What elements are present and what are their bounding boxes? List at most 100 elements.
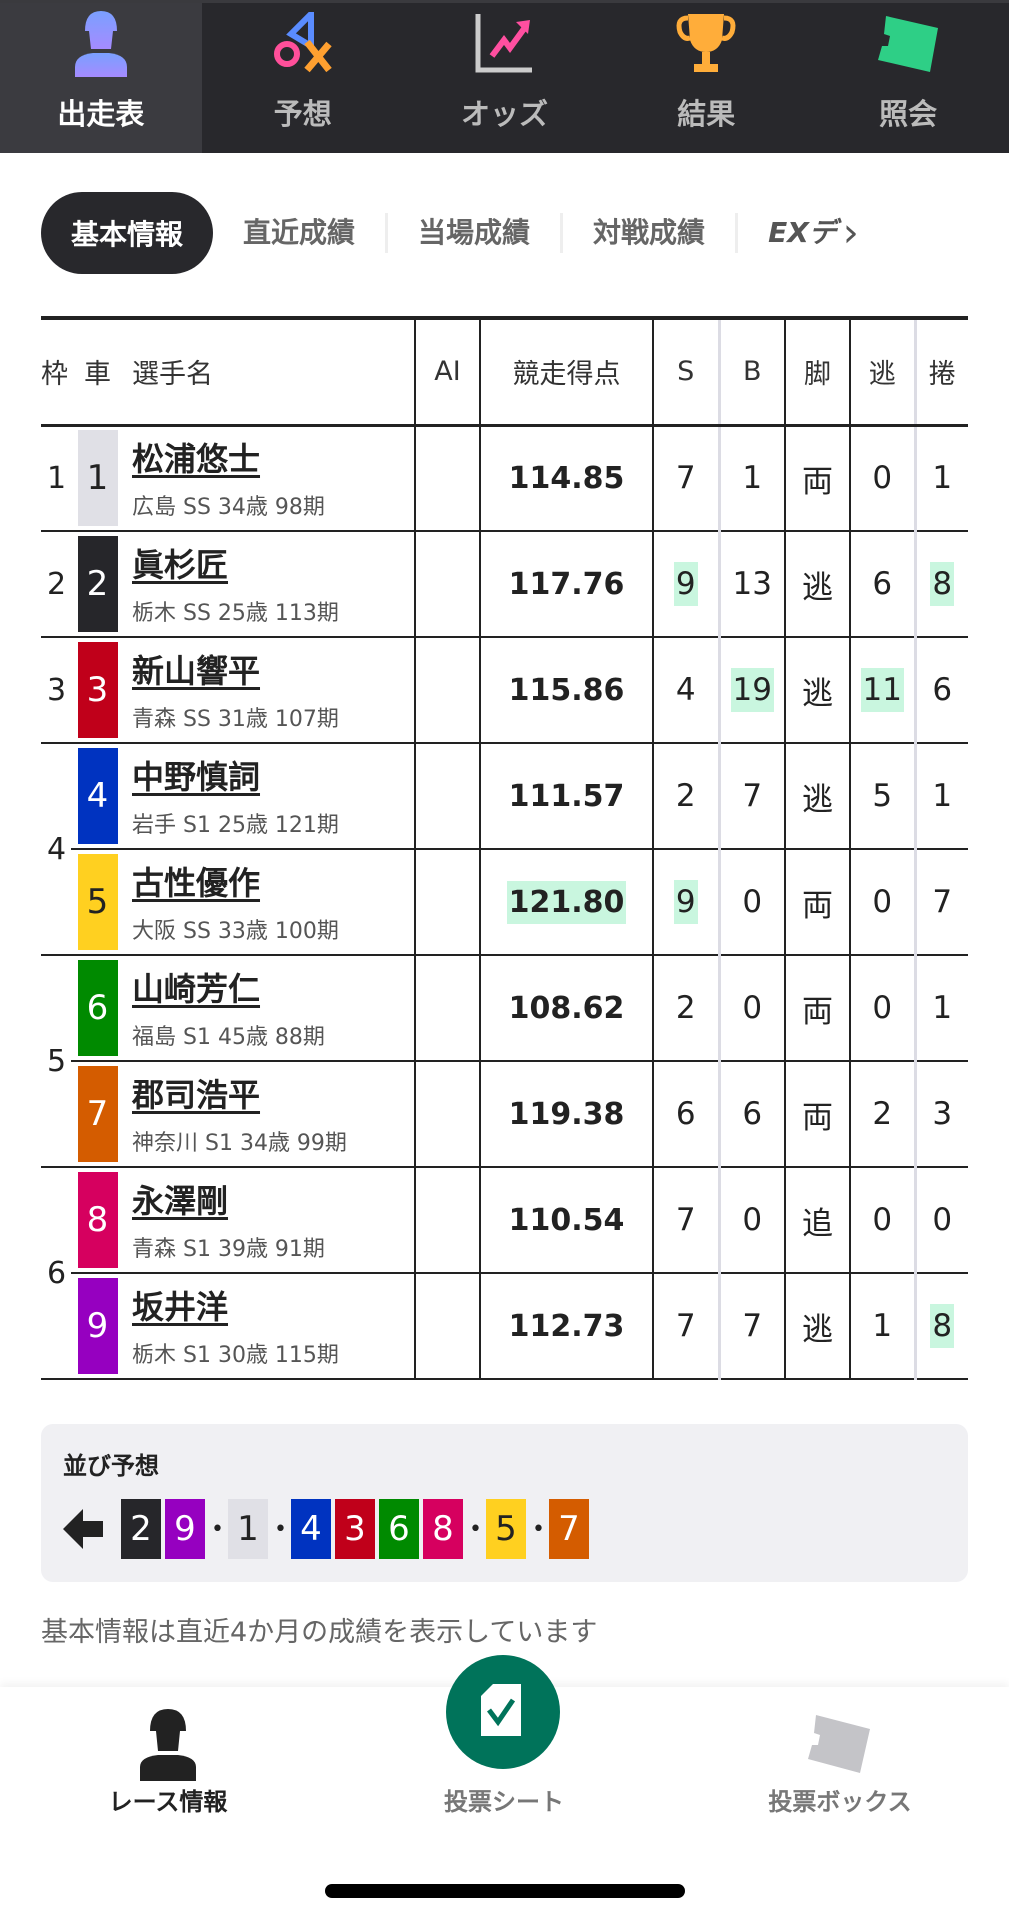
nige-cell: 5 <box>849 743 915 850</box>
header-b: B <box>717 318 785 427</box>
top-tab-1[interactable]: 予想 <box>202 3 404 153</box>
leg-value: 両 <box>802 463 833 500</box>
ai-cell <box>414 1167 480 1274</box>
nav-bet-box[interactable]: 投票ボックス <box>690 1687 990 1817</box>
rider-cell[interactable]: 松浦悠士広島 SS 34歳 98期 <box>124 425 415 532</box>
rider-name[interactable]: 山崎芳仁 <box>132 970 261 1008</box>
b-cell: 1 <box>717 425 785 532</box>
table-row[interactable]: 9 坂井洋 栃木 S1 30歳 115期 112.73 7 7 逃 1 8 <box>41 1273 968 1380</box>
b-value: 6 <box>742 1096 763 1132</box>
line-separator: • <box>211 1516 224 1542</box>
ticket-icon <box>876 9 940 79</box>
car-number-cell: 4 <box>71 743 124 850</box>
nige-cell: 0 <box>849 955 915 1062</box>
frame-number: 3 <box>41 637 71 744</box>
rider-name[interactable]: 古性優作 <box>132 864 261 902</box>
header-nige: 逃 <box>849 318 915 427</box>
rider-info: 岩手 S1 25歳 121期 <box>132 813 339 838</box>
score-cell: 111.57 <box>479 743 653 850</box>
leg-cell: 両 <box>784 955 850 1062</box>
rider-name[interactable]: 永澤剛 <box>132 1182 229 1220</box>
rider-name[interactable]: 郡司浩平 <box>132 1076 261 1114</box>
table-row[interactable]: 2 2 眞杉匠 栃木 SS 25歳 113期 117.76 9 13 逃 6 8 <box>41 531 968 638</box>
nige-value: 0 <box>872 884 893 920</box>
b-cell: 7 <box>717 743 785 850</box>
rider-cell[interactable]: 中野慎詞岩手 S1 25歳 121期 <box>124 743 415 850</box>
table-row[interactable]: 5 古性優作 大阪 SS 33歳 100期 121.80 9 0 両 0 7 <box>41 849 968 956</box>
ai-cell <box>414 531 480 638</box>
leg-value: 逃 <box>802 1311 833 1348</box>
nav-race-info[interactable]: レース情報 <box>18 1687 318 1817</box>
makuri-cell: 1 <box>913 743 968 850</box>
rider-info: 栃木 S1 30歳 115期 <box>132 1343 339 1368</box>
b-value: 7 <box>742 778 763 814</box>
chevron-right-icon[interactable]: › <box>842 210 859 256</box>
rider-cell[interactable]: 永澤剛青森 S1 39歳 91期 <box>124 1167 415 1274</box>
top-tab-label: 結果 <box>677 97 736 131</box>
table-row[interactable]: 4 4 中野慎詞 岩手 S1 25歳 121期 111.57 2 7 逃 5 1 <box>41 743 968 956</box>
tab-head-to-head[interactable]: 対戦成績 <box>563 213 739 253</box>
home-indicator[interactable] <box>325 1884 685 1898</box>
leg-value: 両 <box>802 887 833 924</box>
rider-info: 青森 S1 39歳 91期 <box>132 1237 325 1262</box>
score-cell: 112.73 <box>479 1273 653 1380</box>
frame-number: 1 <box>41 425 71 532</box>
top-tab-label: オッズ <box>460 97 548 131</box>
ai-cell <box>414 743 480 850</box>
rider-name[interactable]: 松浦悠士 <box>132 440 261 479</box>
line-car-box: 7 <box>548 1499 589 1559</box>
leg-cell: 逃 <box>784 743 850 850</box>
s-cell: 2 <box>652 955 719 1062</box>
rider-cell[interactable]: 新山響平青森 SS 31歳 107期 <box>124 637 415 744</box>
car-number-cell: 5 <box>71 849 124 956</box>
score-cell: 110.54 <box>479 1167 653 1274</box>
rider-cell[interactable]: 古性優作 大阪 SS 33歳 100期 <box>124 849 415 956</box>
table-row[interactable]: 6 8 永澤剛 青森 S1 39歳 91期 110.54 7 0 追 0 0 <box>41 1167 968 1380</box>
rider-name[interactable]: 眞杉匠 <box>132 546 229 584</box>
b-cell: 0 <box>717 849 785 956</box>
bet-sheet-button[interactable] <box>446 1655 560 1769</box>
car-number-cell: 3 <box>71 637 124 744</box>
ai-cell <box>414 637 480 744</box>
car-number-cell: 2 <box>71 531 124 638</box>
rider-cell[interactable]: 山崎芳仁福島 S1 45歳 88期 <box>124 955 415 1062</box>
rider-info: 青森 SS 31歳 107期 <box>132 707 339 732</box>
top-tab-3[interactable]: 結果 <box>605 3 807 153</box>
tab-ex-data[interactable]: EXデ <box>768 216 837 249</box>
rider-name[interactable]: 中野慎詞 <box>132 758 261 796</box>
makuri-cell: 8 <box>913 1273 968 1380</box>
nav-bet-sheet-label[interactable]: 投票シート <box>444 1788 564 1816</box>
top-tab-4[interactable]: 照会 <box>807 3 1009 153</box>
table-row[interactable]: 5 6 山崎芳仁 福島 S1 45歳 88期 108.62 2 0 両 0 1 <box>41 955 968 1168</box>
top-tab-0[interactable]: 出走表 <box>0 3 202 153</box>
rider-cell[interactable]: 郡司浩平神奈川 S1 34歳 99期 <box>124 1061 415 1168</box>
table-row[interactable]: 1 1 松浦悠士 広島 SS 34歳 98期 114.85 7 1 両 0 1 <box>41 425 968 532</box>
arrow-left-icon <box>63 1509 103 1549</box>
car-number-cell: 6 <box>71 955 124 1062</box>
line-car-box: 2 <box>121 1499 161 1559</box>
nige-cell: 0 <box>849 849 915 956</box>
line-prediction-card: 並び予想 2 9 • 1 • 4 3 6 8 • 5 • 7 <box>41 1424 968 1582</box>
rider-info: 福島 S1 45歳 88期 <box>132 1025 325 1050</box>
nige-cell: 0 <box>849 425 915 532</box>
rider-name[interactable]: 坂井洋 <box>132 1288 229 1326</box>
rider-name[interactable]: 新山響平 <box>132 652 261 690</box>
rider-info: 神奈川 S1 34歳 99期 <box>132 1131 347 1156</box>
makuri-value: 7 <box>932 884 953 920</box>
b-value: 0 <box>742 884 763 920</box>
b-value: 0 <box>742 1202 763 1238</box>
line-car-box: 4 <box>290 1499 331 1559</box>
leg-cell: 逃 <box>784 637 850 744</box>
table-row[interactable]: 3 3 新山響平 青森 SS 31歳 107期 115.86 4 19 逃 11 6 <box>41 637 968 744</box>
top-tab-2[interactable]: オッズ <box>404 3 606 153</box>
sub-tabs: 基本情報 直近成績 当場成績 対戦成績 EXデ › <box>41 192 1009 274</box>
table-row[interactable]: 7 郡司浩平 神奈川 S1 34歳 99期 119.38 6 6 両 2 3 <box>41 1061 968 1168</box>
tab-basic-info[interactable]: 基本情報 <box>41 192 214 274</box>
rider-cell[interactable]: 坂井洋栃木 S1 30歳 115期 <box>124 1273 415 1380</box>
nige-value: 6 <box>872 566 893 602</box>
tab-venue[interactable]: 当場成績 <box>388 213 564 253</box>
frame-number: 4 <box>41 743 71 956</box>
rider-info: 広島 SS 34歳 98期 <box>132 495 325 521</box>
rider-cell[interactable]: 眞杉匠 栃木 SS 25歳 113期 <box>124 531 415 638</box>
tab-recent[interactable]: 直近成績 <box>213 213 389 253</box>
